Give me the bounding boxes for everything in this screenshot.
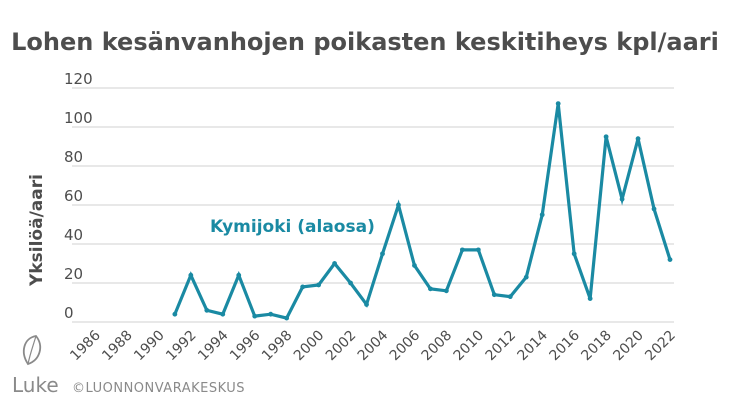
- data-point: [380, 251, 385, 257]
- x-tick-label: 1998: [259, 328, 296, 365]
- data-point: [475, 247, 481, 253]
- series-label: Kymijoki (alaosa): [210, 217, 375, 237]
- grid: [72, 87, 674, 323]
- x-axis-ticks: 1986198819901992199419961998200020022004…: [67, 327, 679, 364]
- y-tick-label: 40: [64, 226, 83, 244]
- data-point: [364, 302, 369, 307]
- x-tick-label: 2000: [291, 328, 328, 365]
- x-tick-label: 1994: [195, 327, 232, 364]
- x-tick-label: 2018: [578, 328, 615, 365]
- data-point: [188, 272, 194, 278]
- x-tick-label: 1990: [131, 328, 168, 365]
- data-point: [619, 196, 625, 202]
- x-tick-label: 2010: [451, 328, 488, 365]
- data-point: [284, 315, 290, 321]
- data-point: [443, 288, 449, 294]
- y-axis-ticks: 0 20 40 60 80 100 120: [64, 70, 93, 322]
- data-point: [587, 296, 593, 301]
- data-point: [603, 134, 609, 140]
- y-tick-label: 120: [64, 70, 93, 88]
- x-tick-label: 2022: [642, 328, 679, 365]
- data-point: [491, 292, 497, 298]
- y-tick-label: 60: [64, 187, 83, 205]
- y-tick-label: 0: [64, 304, 74, 322]
- data-point: [236, 272, 242, 278]
- data-point: [651, 206, 657, 212]
- data-point: [635, 136, 641, 142]
- x-tick-label: 1992: [163, 328, 200, 365]
- x-tick-label: 2008: [419, 328, 456, 365]
- x-tick-label: 2006: [387, 327, 424, 364]
- x-tick-label: 1986: [67, 327, 104, 364]
- series-line: [173, 103, 672, 320]
- series-group: [172, 101, 673, 321]
- data-point: [523, 274, 529, 280]
- data-point: [268, 311, 274, 317]
- data-point: [428, 286, 433, 292]
- data-point: [220, 311, 226, 317]
- data-point: [667, 257, 673, 262]
- y-tick-label: 80: [64, 148, 83, 166]
- x-tick-label: 2004: [355, 327, 392, 364]
- y-tick-label: 100: [64, 109, 93, 127]
- x-tick-label: 2012: [483, 328, 520, 365]
- data-point: [204, 307, 210, 313]
- luke-logo: Luke: [12, 335, 59, 397]
- x-tick-label: 2016: [546, 327, 583, 364]
- logo-text: Luke: [12, 373, 59, 397]
- x-tick-label: 2020: [610, 328, 647, 365]
- data-point: [459, 247, 465, 253]
- data-point: [348, 280, 353, 286]
- data-point: [396, 202, 401, 208]
- data-point: [412, 263, 417, 268]
- y-tick-label: 20: [64, 265, 83, 283]
- x-tick-label: 2002: [323, 328, 360, 365]
- data-point: [316, 282, 322, 288]
- data-point: [571, 251, 577, 257]
- data-point: [507, 294, 513, 300]
- data-point: [300, 284, 306, 290]
- data-point: [539, 212, 545, 218]
- data-point: [172, 311, 178, 317]
- data-point: [555, 101, 561, 106]
- leaf-icon: [22, 335, 42, 366]
- data-point: [252, 313, 258, 319]
- x-tick-label: 1996: [227, 327, 264, 364]
- y-axis-label: Yksilöä/aari: [27, 174, 47, 287]
- copyright-text: ©LUONNONVARAKESKUS: [72, 381, 245, 396]
- x-tick-label: 1988: [99, 328, 136, 365]
- x-tick-label: 2014: [515, 327, 552, 364]
- data-point: [332, 261, 337, 266]
- chart-title: Lohen kesänvanhojen poikasten keskitihey…: [11, 28, 719, 56]
